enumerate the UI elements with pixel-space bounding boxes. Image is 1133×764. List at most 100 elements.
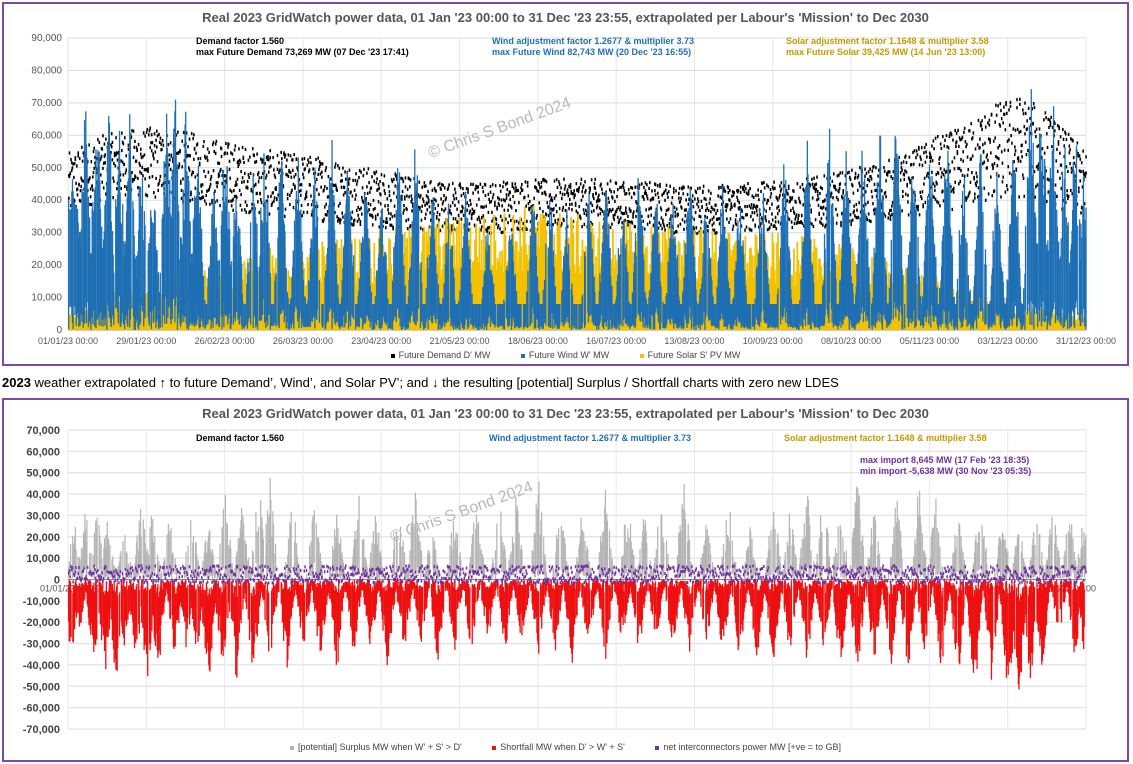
point-demand [356,219,359,223]
point-demand [203,154,206,158]
point-demand [487,192,490,197]
bar-solar [546,256,549,330]
bar-solar [544,216,546,330]
bar-wind [930,197,932,328]
point-demand [653,216,655,220]
point-demand [341,179,344,183]
point-demand [278,168,281,172]
point-demand [696,202,698,206]
point-demand [296,166,298,170]
point-demand [710,210,712,214]
point-demand [1019,102,1021,106]
point-demand [301,157,304,161]
bar-solar [1053,315,1055,330]
point-demand [1010,184,1012,189]
point-demand [368,208,370,212]
point-demand [1079,179,1082,183]
bar-wind [997,212,999,317]
point-demand [239,160,242,164]
point-demand [624,192,626,196]
point-demand [677,212,679,217]
point-demand [854,175,857,179]
point-demand [966,173,969,177]
bar-solar [1082,320,1085,330]
point-demand [889,214,892,218]
point-demand [700,220,703,224]
point-demand [144,134,146,138]
point-demand [899,170,902,175]
bar-wind [629,304,632,328]
point-demand [227,199,230,203]
bar-wind [479,304,481,327]
point-demand [254,183,257,187]
point-demand [864,174,866,178]
bar-solar [130,295,133,330]
point-demand [529,206,531,211]
point-demand [466,208,469,212]
point-demand [795,200,797,204]
point-demand [962,150,964,154]
point-demand [699,215,702,219]
bar-wind [69,209,71,308]
point-demand [499,189,502,193]
point-demand [430,180,432,184]
point-demand [848,200,851,204]
point-demand [501,204,503,208]
point-demand [748,204,751,208]
point-demand [402,179,405,184]
point-demand [592,209,595,213]
point-demand [435,189,437,193]
point-demand [553,207,555,211]
point-demand [960,157,962,162]
point-demand [850,219,853,223]
point-demand [289,193,291,197]
bar-wind [409,267,411,323]
point-demand [816,198,818,202]
bar-wind [348,196,350,322]
point-demand [156,160,159,164]
point-demand [824,207,827,211]
point-demand [168,153,170,157]
point-demand [435,199,437,203]
point-demand [457,220,459,224]
point-demand [620,185,623,189]
point-demand [366,185,368,189]
point-demand [584,180,586,184]
bar-wind [214,228,216,318]
point-demand [270,203,273,208]
point-demand [152,154,154,158]
point-demand [147,169,149,174]
point-demand [920,146,923,150]
point-demand [646,222,649,226]
point-demand [924,160,927,164]
point-demand [264,162,266,166]
point-demand [480,228,482,232]
bar-solar [557,221,560,330]
point-demand [554,220,557,224]
point-demand [491,210,493,214]
point-demand [171,159,174,164]
point-demand [383,189,386,193]
point-demand [695,226,698,230]
point-demand [659,223,662,227]
bar-solar [770,266,773,330]
bar-wind [919,295,922,326]
point-demand [657,226,660,230]
point-demand [885,195,887,199]
point-demand [635,214,637,219]
bar-solar [793,248,795,330]
bar-solar [630,231,632,330]
point-demand [131,178,134,182]
point-demand [102,186,105,190]
point-demand [771,185,774,189]
point-demand [629,220,631,225]
bar-solar [403,232,406,330]
point-demand [293,175,296,179]
point-demand [358,207,361,212]
point-demand [1029,116,1031,121]
point-demand [266,199,269,203]
point-demand [1011,141,1013,145]
bar-solar [1056,311,1059,330]
point-demand [272,191,274,195]
point-demand [673,231,676,235]
